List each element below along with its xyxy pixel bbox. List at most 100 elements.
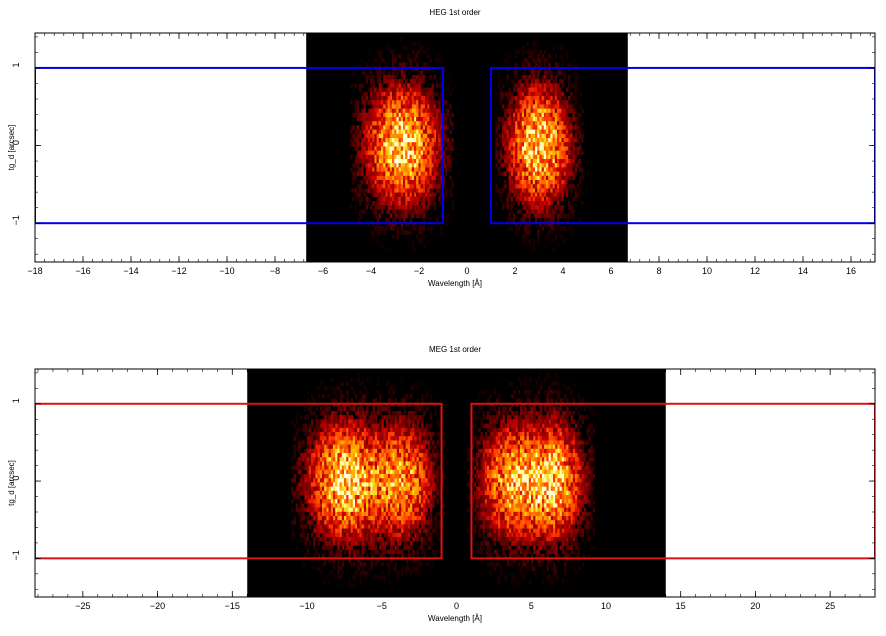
count-pixel [389,201,393,206]
count-pixel [326,490,329,496]
count-pixel [400,37,404,42]
count-pixel [361,444,365,450]
count-pixel [405,436,409,441]
count-pixel [410,474,413,479]
count-pixel [554,163,558,168]
count-pixel [330,448,334,454]
count-pixel [365,201,369,206]
count-pixel [308,482,312,487]
count-pixel [385,150,388,156]
count-pixel [365,133,369,139]
count-pixel [561,192,564,198]
count-pixel [535,184,538,189]
count-pixel [317,478,321,483]
count-pixel [401,537,404,542]
count-pixel [326,469,329,475]
count-pixel [315,490,318,496]
count-pixel [392,423,395,429]
count-pixel [574,83,578,88]
count-pixel [385,507,389,513]
count-pixel [361,394,365,399]
count-pixel [438,129,441,135]
count-pixel [409,58,413,63]
count-pixel [436,150,439,156]
count-pixel [346,457,349,462]
count-pixel [293,520,296,525]
count-pixel [352,465,356,471]
count-pixel [427,87,430,93]
count-pixel [401,474,404,479]
count-pixel [361,138,364,143]
count-pixel [378,108,382,114]
count-pixel [563,154,567,160]
count-pixel [401,528,404,534]
count-pixel [412,478,415,483]
count-pixel [392,490,395,496]
count-pixel [568,213,571,219]
count-pixel [390,495,393,500]
count-pixel [532,188,536,193]
count-pixel [396,528,400,534]
count-pixel [361,159,364,164]
count-pixel [315,511,318,517]
count-pixel [357,461,360,466]
count-pixel [557,213,560,219]
count-pixel [293,474,296,479]
count-pixel [506,125,509,130]
count-pixel [433,129,437,135]
count-pixel [324,469,327,475]
count-pixel [346,469,349,475]
count-pixel [339,541,343,546]
count-pixel [416,79,419,84]
count-pixel [388,436,391,441]
count-pixel [394,415,398,420]
count-pixel [416,448,420,454]
count-pixel [436,142,439,147]
count-pixel [517,49,520,55]
count-pixel [528,87,531,93]
count-pixel [524,100,527,105]
count-pixel [365,171,369,177]
count-pixel [352,549,356,555]
count-pixel [392,125,395,130]
count-pixel [530,96,534,101]
count-pixel [422,100,426,105]
count-pixel [565,108,569,114]
count-pixel [337,574,340,580]
count-pixel [508,96,512,101]
count-pixel [528,133,531,139]
count-pixel [377,524,380,529]
count-pixel [440,192,443,198]
count-pixel [543,62,547,67]
count-pixel [526,83,529,88]
count-pixel [372,87,375,93]
count-pixel [570,163,573,168]
count-pixel [524,112,527,118]
count-pixel [563,125,567,130]
count-pixel [352,138,355,143]
count-pixel [390,553,393,559]
count-pixel [315,448,318,454]
count-pixel [387,138,391,143]
count-pixel [546,159,549,164]
count-pixel [372,138,375,143]
count-pixel [554,108,558,114]
count-pixel [524,167,527,172]
count-pixel [311,453,314,458]
count-pixel [429,184,432,189]
count-pixel [449,192,452,198]
count-pixel [383,457,387,462]
count-pixel [311,495,314,500]
count-pixel [365,112,369,118]
count-pixel [414,41,417,46]
count-pixel [563,188,567,193]
count-pixel [350,465,354,471]
count-pixel [398,129,402,135]
count-pixel [410,419,413,424]
count-pixel [451,121,454,126]
count-pixel [576,163,580,168]
count-pixel [357,516,360,521]
count-pixel [385,482,389,487]
count-pixel [335,486,338,492]
count-pixel [568,171,571,177]
